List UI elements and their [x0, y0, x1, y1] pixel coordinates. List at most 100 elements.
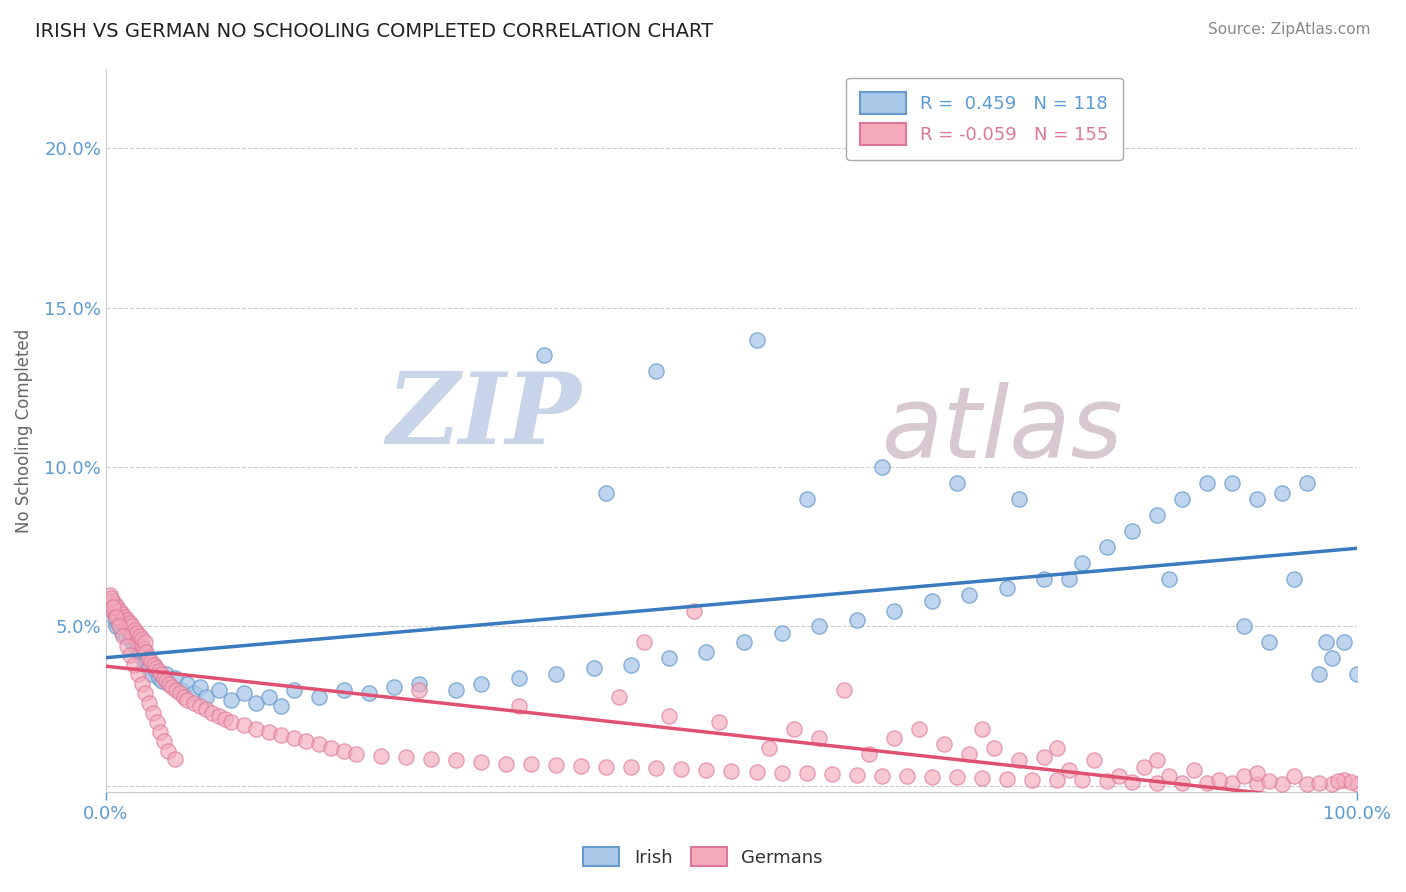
Point: [796, 491, 818, 506]
Point: [1284, 572, 1306, 586]
Point: [134, 686, 156, 700]
Point: [245, 696, 267, 710]
Point: [832, 683, 855, 698]
Point: [112, 616, 135, 631]
Point: [1195, 776, 1218, 790]
Point: [508, 671, 530, 685]
Point: [1070, 773, 1092, 788]
Point: [1220, 475, 1243, 490]
Point: [148, 671, 170, 685]
Point: [1095, 774, 1118, 789]
Point: [148, 664, 170, 678]
Point: [808, 731, 831, 745]
Point: [1083, 753, 1105, 767]
Point: [1121, 524, 1143, 538]
Point: [1033, 572, 1056, 586]
Point: [1059, 763, 1081, 777]
Point: [120, 625, 142, 640]
Point: [395, 750, 418, 764]
Point: [114, 619, 136, 633]
Point: [122, 657, 145, 672]
Point: [1108, 769, 1130, 783]
Point: [1333, 772, 1355, 787]
Point: [420, 752, 443, 766]
Point: [332, 744, 354, 758]
Point: [120, 648, 142, 663]
Point: [129, 639, 152, 653]
Point: [173, 690, 195, 704]
Point: [332, 683, 354, 698]
Point: [121, 619, 143, 633]
Point: [645, 761, 668, 775]
Point: [120, 625, 142, 640]
Point: [195, 690, 218, 704]
Point: [157, 677, 180, 691]
Point: [745, 333, 768, 347]
Point: [1308, 667, 1330, 681]
Point: [145, 661, 167, 675]
Point: [207, 683, 229, 698]
Point: [745, 764, 768, 779]
Point: [122, 629, 145, 643]
Point: [995, 581, 1018, 595]
Point: [117, 623, 139, 637]
Point: [118, 616, 141, 631]
Point: [1271, 777, 1294, 791]
Point: [1246, 491, 1268, 506]
Point: [117, 623, 139, 637]
Point: [232, 686, 254, 700]
Point: [1070, 556, 1092, 570]
Point: [845, 613, 868, 627]
Point: [970, 771, 993, 785]
Point: [533, 349, 555, 363]
Point: [945, 475, 967, 490]
Point: [107, 610, 129, 624]
Point: [934, 738, 956, 752]
Point: [808, 619, 831, 633]
Point: [132, 641, 155, 656]
Point: [170, 683, 193, 698]
Point: [783, 722, 806, 736]
Point: [1021, 772, 1043, 787]
Point: [155, 667, 177, 681]
Point: [245, 722, 267, 736]
Point: [770, 625, 793, 640]
Text: atlas: atlas: [882, 382, 1123, 479]
Point: [111, 607, 134, 621]
Point: [1146, 508, 1168, 522]
Point: [858, 747, 880, 761]
Point: [607, 690, 630, 704]
Point: [283, 731, 305, 745]
Point: [138, 651, 160, 665]
Point: [1320, 777, 1343, 791]
Point: [720, 764, 742, 778]
Point: [207, 708, 229, 723]
Point: [308, 690, 330, 704]
Point: [370, 748, 392, 763]
Point: [308, 738, 330, 752]
Point: [957, 588, 980, 602]
Point: [118, 632, 141, 647]
Point: [321, 740, 343, 755]
Point: [124, 639, 146, 653]
Point: [1171, 491, 1194, 506]
Point: [1208, 772, 1230, 787]
Point: [1296, 475, 1319, 490]
Point: [115, 619, 138, 633]
Point: [1220, 776, 1243, 790]
Point: [595, 760, 617, 774]
Point: [257, 724, 280, 739]
Point: [1320, 651, 1343, 665]
Point: [1046, 740, 1069, 755]
Point: [108, 619, 131, 633]
Point: [633, 635, 655, 649]
Point: [1233, 769, 1256, 783]
Point: [446, 753, 468, 767]
Point: [820, 766, 842, 780]
Point: [1159, 769, 1181, 783]
Point: [139, 667, 162, 681]
Point: [896, 769, 918, 783]
Point: [1246, 766, 1268, 780]
Point: [125, 632, 148, 647]
Point: [1258, 635, 1281, 649]
